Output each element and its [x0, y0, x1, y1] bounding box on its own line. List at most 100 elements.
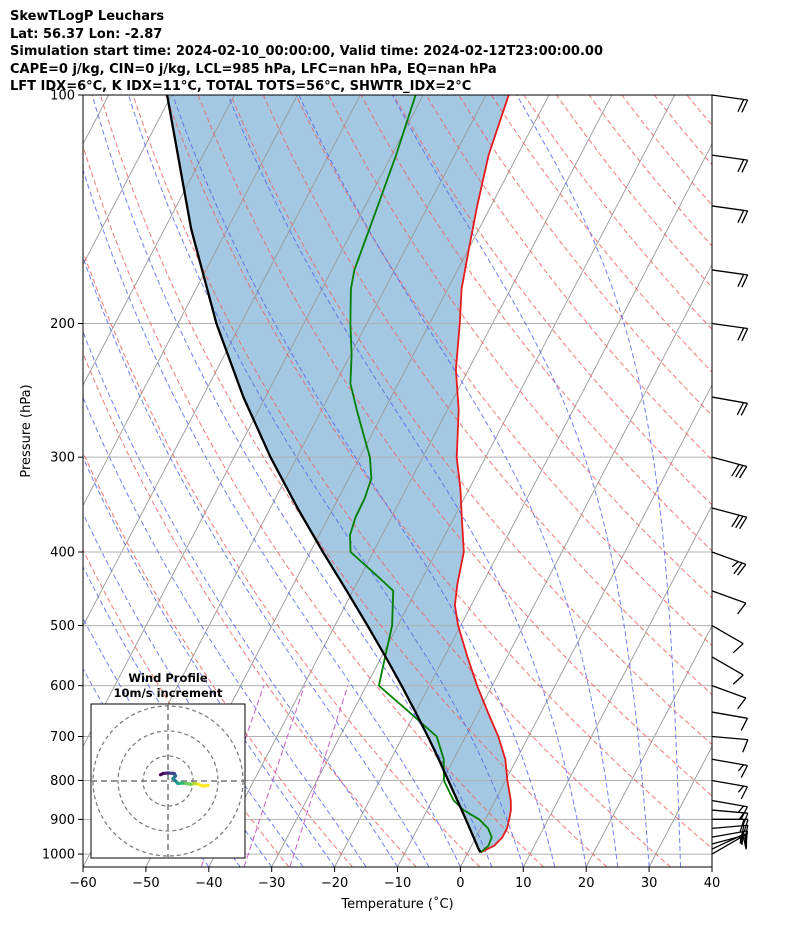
- dry-adiabat-line: [83, 451, 353, 867]
- wind-barb-feather: [741, 831, 745, 846]
- dry-adiabat-line: [393, 95, 712, 506]
- moist-adiabat-line: [83, 512, 304, 867]
- wind-barb: [711, 396, 749, 416]
- x-tick-label: −40: [195, 876, 222, 891]
- parcel-path-line: [165, 95, 482, 853]
- wind-barb: [711, 590, 747, 615]
- isotherm-line: [648, 745, 712, 867]
- wind-barb-feather: [737, 210, 745, 223]
- dry-adiabat-line: [360, 95, 712, 552]
- dry-adiabat-line: [83, 549, 290, 867]
- wind-barb-shaft: [711, 94, 748, 101]
- moist-adiabat-line: [298, 95, 619, 867]
- x-tick-label: −30: [258, 876, 285, 891]
- y-axis-title: Pressure (hPa): [19, 384, 34, 477]
- wind-barb: [711, 758, 749, 778]
- wind-barb-feather: [737, 764, 745, 772]
- dry-adiabat-line: [132, 95, 671, 867]
- dry-adiabat-line: [83, 144, 544, 867]
- x-tick-label: 20: [578, 876, 595, 891]
- x-tick-label: −50: [132, 876, 159, 891]
- wind-barb-shaft: [711, 205, 748, 212]
- inset-plot: [91, 704, 245, 858]
- y-tick-label: 800: [50, 774, 75, 789]
- wind-barb-shaft: [711, 711, 748, 719]
- x-axis-title: Temperature (˚C): [340, 896, 453, 912]
- wind-barb-shaft: [711, 322, 748, 330]
- wind-barb-shaft: [711, 396, 748, 404]
- moist-adiabat-line: [83, 168, 461, 867]
- isotherm-line: [83, 95, 172, 266]
- moist-adiabat-line: [83, 396, 367, 867]
- wind-barb-feather: [741, 328, 749, 342]
- x-tick-label: 10: [515, 876, 532, 891]
- wind-barb-feather: [732, 643, 744, 654]
- simulation-times: Simulation start time: 2024-02-10_00:00:…: [10, 44, 603, 59]
- wind-barb: [711, 94, 749, 113]
- isotherm-line: [208, 95, 613, 867]
- isotherm-line: [397, 263, 712, 867]
- isotherm-line: [0, 95, 46, 867]
- wind-barb-feather: [737, 785, 745, 793]
- wind-barb-feather: [735, 515, 744, 529]
- wind-barb-shaft: [711, 735, 748, 741]
- wind-barb-feather: [740, 765, 749, 778]
- isotherm-line: [711, 866, 712, 867]
- y-tick-label: 900: [50, 813, 75, 828]
- wind-barb: [711, 322, 749, 342]
- wind-barb: [711, 685, 747, 710]
- thermo-parameters: CAPE=0 j/kg, CIN=0 j/kg, LCL=985 hPa, LF…: [10, 61, 497, 77]
- wind-barb-shaft: [711, 685, 747, 699]
- x-tick-label: −60: [69, 876, 96, 891]
- dry-adiabat-line: [653, 95, 712, 166]
- wind-barb: [711, 711, 749, 731]
- wind-barb: [711, 456, 748, 479]
- dry-adiabat-line: [523, 95, 712, 330]
- mixing-ratio-line: [289, 685, 349, 867]
- dry-adiabat-line: [686, 95, 712, 126]
- chart-header: SkewTLogP Leuchars Lat: 56.37 Lon: -2.87…: [10, 8, 603, 96]
- y-tick-label: 600: [50, 679, 75, 694]
- stability-indices: LFT IDX=6°C, K IDX=11°C, TOTAL TOTS=56°C…: [10, 79, 472, 94]
- axes: −60 −50 −40 −30 −20 −10 0 10 20 30 40 1000 900 800 700…: [19, 89, 720, 913]
- wind-barb: [711, 656, 744, 685]
- dry-adiabat-line: [165, 95, 712, 850]
- dry-adiabat-line: [588, 95, 712, 247]
- wind-barb: [711, 269, 749, 288]
- wind-barb-feather: [736, 402, 745, 416]
- wind-barb-feather: [741, 274, 749, 288]
- wind-barb-feather: [737, 327, 745, 341]
- wind-barb-shaft: [711, 835, 744, 855]
- wind-barb-feather: [737, 563, 747, 576]
- dry-adiabat-line: [295, 95, 712, 647]
- x-tick-label: −20: [321, 876, 348, 891]
- wind-barb: [711, 154, 749, 173]
- wind-barb-feather: [739, 819, 745, 833]
- wind-barb-feather: [742, 812, 749, 827]
- isotherm-line: [460, 384, 712, 867]
- wind-barb-shaft: [711, 590, 747, 604]
- x-tick-label: 30: [641, 876, 658, 891]
- y-tick-label: 200: [50, 317, 75, 332]
- wind-barb-shaft: [711, 779, 748, 788]
- wind-barb-feather: [741, 159, 749, 173]
- wind-barb-feather: [744, 825, 749, 839]
- inset-title: Wind Profile: [128, 671, 208, 685]
- wind-barb: [711, 551, 747, 576]
- isotherm-line: [83, 95, 361, 627]
- isotherm-line: [522, 504, 712, 867]
- parcel-area-fill: [167, 95, 511, 853]
- wind-barb-feather: [738, 516, 748, 530]
- isotherm-line: [83, 95, 424, 748]
- moist-adiabat-line: [128, 95, 524, 867]
- wind-barb-feather: [737, 159, 745, 173]
- wind-barb-feather: [735, 465, 744, 478]
- wind-barb-feather: [731, 464, 740, 477]
- wind-barb-shaft: [711, 809, 748, 814]
- wind-barb-feather: [740, 825, 745, 840]
- wind-barb-feather: [742, 739, 749, 753]
- wind-barb: [712, 818, 749, 833]
- wind-barb-feather: [737, 99, 745, 113]
- x-tick-label: 40: [704, 876, 721, 891]
- wind-barb-shaft: [711, 830, 748, 838]
